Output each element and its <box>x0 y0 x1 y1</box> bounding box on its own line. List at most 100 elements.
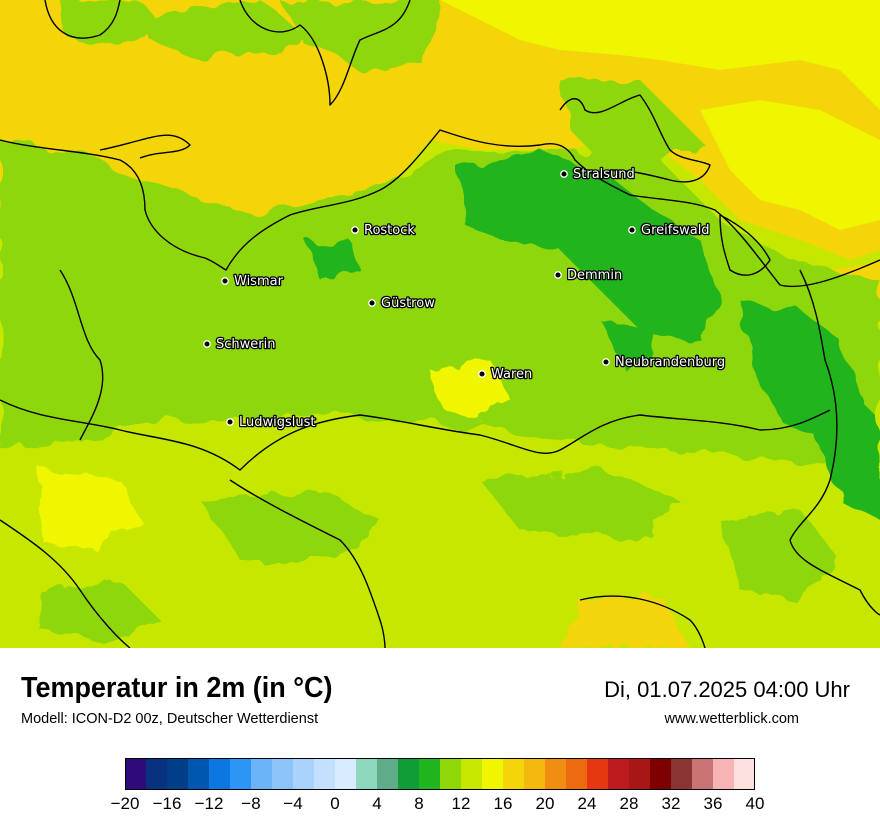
map-title: Temperatur in 2m (in °C) <box>21 672 333 704</box>
colorbar-tick-label: 0 <box>330 794 340 813</box>
yellow-south-1 <box>40 470 140 550</box>
valid-datetime: Di, 01.07.2025 04:00 Uhr <box>604 677 850 702</box>
city-label-ludwigslust: Ludwigslust <box>239 415 316 430</box>
colorbar-segment <box>377 758 399 790</box>
temperature-colorbar <box>125 758 755 790</box>
city-label-demmin: Demmin <box>567 268 622 283</box>
coastline-island-1 <box>44 0 121 39</box>
colorbar-tick-label: −16 <box>152 794 182 813</box>
sea-bright-2 <box>700 100 880 230</box>
colorbar-segment <box>566 758 588 790</box>
colorbar-tick-label: 8 <box>414 794 424 813</box>
coastline-east <box>789 269 880 616</box>
colorbar-tick-label: 36 <box>703 794 723 813</box>
map-footer: Temperatur in 2m (in °C) Modell: ICON-D2… <box>0 648 880 830</box>
colorbar-segment <box>650 758 672 790</box>
colorbar-segment <box>293 758 315 790</box>
temperature-map: Stralsund Rostock Greifswald Wismar Demmin Gü… <box>0 0 880 648</box>
city-marker-ludwigslust <box>226 418 234 426</box>
colorbar-segment <box>251 758 273 790</box>
colorbar-tick-label: −8 <box>241 794 261 813</box>
colorbar-segment <box>440 758 462 790</box>
city-label-waren: Waren <box>491 367 532 382</box>
colorbar-tick-label: 4 <box>372 794 382 813</box>
city-marker-schwerin <box>203 340 211 348</box>
city-label-wismar: Wismar <box>234 274 284 289</box>
coastline-island-2 <box>239 0 411 106</box>
colorbar-segment <box>146 758 168 790</box>
city-marker-stralsund <box>560 170 568 178</box>
colorbar-tick-label: 24 <box>577 794 597 813</box>
city-marker-demmin <box>554 271 562 279</box>
colorbar-segment <box>398 758 420 790</box>
island-patch-1 <box>60 0 160 45</box>
green-south-4 <box>40 580 160 640</box>
border-south-east <box>579 595 706 648</box>
green-south-2 <box>480 470 680 540</box>
border-state-south <box>0 399 831 471</box>
colorbar-segment <box>230 758 252 790</box>
coastline-island-3 <box>559 94 711 183</box>
colorbar-tick-label: 20 <box>535 794 555 813</box>
border-west <box>59 269 104 441</box>
city-label-guestrow: Güstrow <box>381 296 435 311</box>
darkgreen-patch-1 <box>310 240 360 280</box>
border-south-mid <box>229 479 386 648</box>
darkgreen-patch-2 <box>600 320 660 365</box>
island-patch-4 <box>560 80 700 170</box>
sea-bright <box>440 0 880 110</box>
darkgreen-east <box>740 300 880 520</box>
city-marker-greifswald <box>628 226 636 234</box>
colorbar-segment <box>272 758 294 790</box>
city-marker-guestrow <box>368 299 376 307</box>
colorbar-segment <box>629 758 651 790</box>
colorbar-segment <box>692 758 714 790</box>
website-link[interactable]: www.wetterblick.com <box>664 711 799 727</box>
colorbar-segment <box>587 758 609 790</box>
colorbar-segment <box>713 758 735 790</box>
colorbar-segment <box>356 758 378 790</box>
colorbar-tick-label: 16 <box>493 794 513 813</box>
colorbar-tick-label: 12 <box>451 794 471 813</box>
colorbar-segment <box>734 758 755 790</box>
city-label-schwerin: Schwerin <box>216 337 275 352</box>
coastline-main <box>0 129 880 288</box>
island-patch-2 <box>140 0 300 60</box>
model-source: Modell: ICON-D2 00z, Deutscher Wetterdie… <box>21 711 319 727</box>
city-label-neubrandenburg: Neubrandenburg <box>615 355 725 370</box>
colorbar-frame <box>125 758 755 790</box>
colorbar-segment <box>671 758 693 790</box>
yellow-south-3 <box>560 595 690 648</box>
green-south-1 <box>200 490 380 560</box>
colorbar-tick-label: 32 <box>661 794 681 813</box>
colorbar-tick-label: 28 <box>619 794 639 813</box>
colorbar-tick-label: −4 <box>283 794 303 813</box>
coastline-bay <box>99 134 191 159</box>
colorbar-segment <box>314 758 336 790</box>
green-south-3 <box>720 510 840 600</box>
coastline-lagoon <box>719 214 771 276</box>
colorbar-segment <box>482 758 504 790</box>
yellow-south-2 <box>430 360 510 420</box>
colorbar-segment <box>461 758 483 790</box>
colorbar-segment <box>167 758 189 790</box>
colorbar-segment <box>419 758 441 790</box>
city-marker-wismar <box>221 277 229 285</box>
colorbar-tick-label: −20 <box>110 794 140 813</box>
colorbar-segment <box>335 758 357 790</box>
city-marker-rostock <box>351 226 359 234</box>
colorbar-segment <box>188 758 210 790</box>
colorbar-tick-label: 40 <box>745 794 765 813</box>
colorbar-segment <box>524 758 546 790</box>
colorbar-segment <box>545 758 567 790</box>
city-marker-neubrandenburg <box>602 358 610 366</box>
colorbar-segment <box>503 758 525 790</box>
colorbar-segment <box>209 758 231 790</box>
city-label-rostock: Rostock <box>364 223 415 238</box>
city-marker-waren <box>478 370 486 378</box>
city-label-stralsund: Stralsund <box>573 167 635 182</box>
colorbar-tick-label: −12 <box>194 794 224 813</box>
colorbar-segment <box>608 758 630 790</box>
darkgreen-core <box>460 150 720 340</box>
city-label-greifswald: Greifswald <box>641 223 710 238</box>
